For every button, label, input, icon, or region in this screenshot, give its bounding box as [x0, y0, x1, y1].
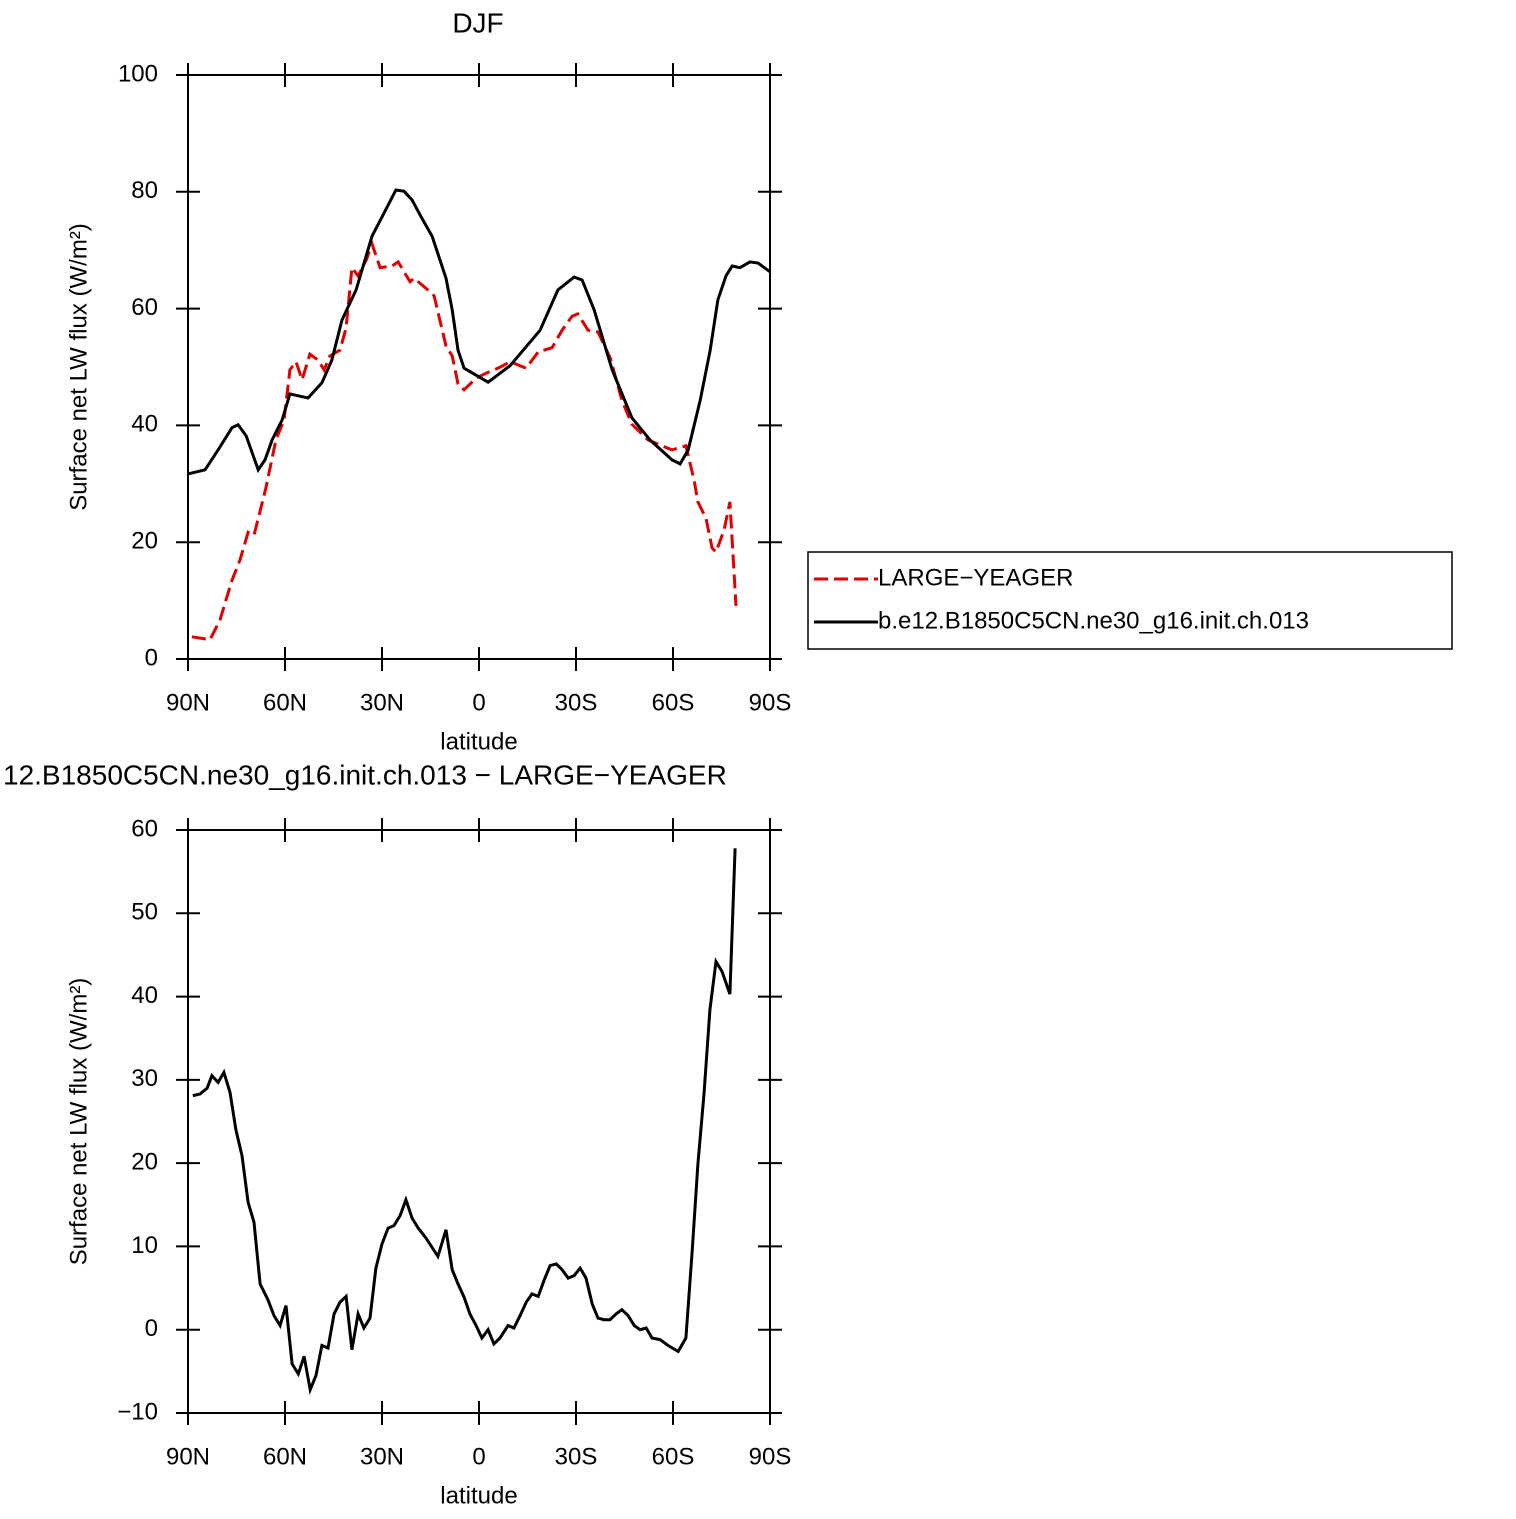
legend-label: LARGE−YEAGER: [878, 564, 1073, 591]
x-tick-label: 30N: [360, 1443, 404, 1470]
y-tick-label: 60: [131, 294, 158, 321]
y-tick-label: 80: [131, 177, 158, 204]
y-tick-label: 20: [131, 528, 158, 555]
x-tick-label: 90S: [749, 689, 792, 716]
y-tick-label: 0: [145, 1315, 158, 1342]
y-tick-label: 60: [131, 815, 158, 842]
x-tick-label: 60N: [263, 1443, 307, 1470]
x-tick-label: 30S: [555, 689, 598, 716]
y-tick-label: 40: [131, 411, 158, 438]
y-tick-label: 10: [131, 1232, 158, 1259]
y-tick-label: 50: [131, 899, 158, 926]
y-axis-label: Surface net LW flux (W/m²): [65, 223, 92, 511]
x-tick-label: 0: [472, 689, 485, 716]
x-tick-label: 90N: [166, 1443, 210, 1470]
y-tick-label: 20: [131, 1148, 158, 1175]
legend-box: [807, 551, 1453, 650]
chart-title: 12.B1850C5CN.ne30_g16.init.ch.013 − LARG…: [3, 759, 727, 790]
x-tick-label: 60N: [263, 689, 307, 716]
y-tick-label: 100: [118, 60, 158, 87]
x-tick-label: 90S: [749, 1443, 792, 1470]
chart-title: DJF: [452, 7, 503, 38]
x-tick-label: 30N: [360, 689, 404, 716]
x-axis-label: latitude: [440, 728, 517, 755]
y-tick-label: 30: [131, 1065, 158, 1092]
data-line: [192, 848, 737, 1396]
x-tick-label: 90N: [166, 689, 210, 716]
y-tick-label: 0: [145, 644, 158, 671]
data-line: [191, 239, 738, 642]
x-tick-label: 0: [472, 1443, 485, 1470]
y-tick-label: 40: [131, 982, 158, 1009]
x-tick-label: 60S: [652, 689, 695, 716]
x-axis-label: latitude: [440, 1482, 517, 1509]
x-tick-label: 30S: [555, 1443, 598, 1470]
y-axis-label: Surface net LW flux (W/m²): [65, 978, 92, 1266]
y-tick-label: −10: [117, 1398, 158, 1425]
legend-label: b.e12.B1850C5CN.ne30_g16.init.ch.013: [878, 607, 1309, 634]
plot-frame: [187, 74, 771, 660]
plot-frame: [187, 829, 771, 1414]
x-tick-label: 60S: [652, 1443, 695, 1470]
data-line: [187, 188, 771, 476]
